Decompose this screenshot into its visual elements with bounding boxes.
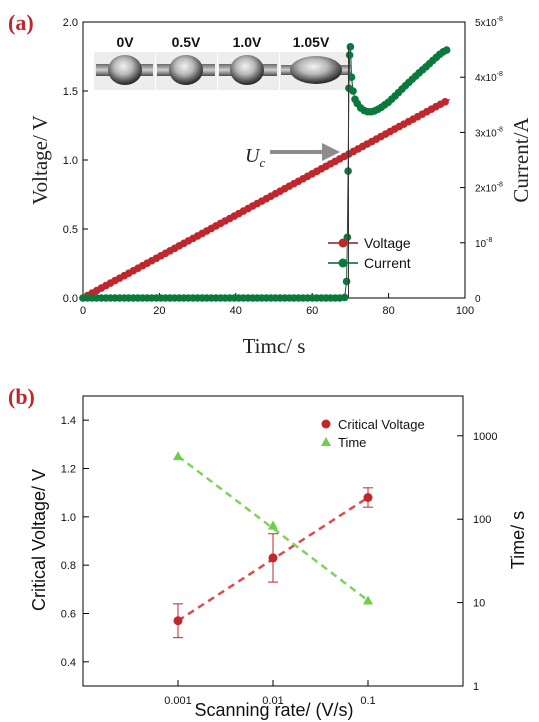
svg-text:Uc: Uc	[245, 145, 265, 170]
x-axis-label-a: Timc/ s	[243, 334, 306, 358]
left-y-axis-b: 0.4 0.6 0.8 1.0 1.2 1.4	[61, 415, 89, 669]
inset-label-0v: 0V	[116, 34, 134, 50]
y2-tick-exponent: -8	[486, 237, 492, 244]
y-tick-label: 1.2	[61, 464, 76, 476]
y-tick-label: 0.0	[63, 293, 78, 305]
y2-tick-label: 10	[473, 598, 485, 610]
panel-a: (a) 0.0 0.5 1.0 1.5 2.0 0 10-8 2x10-8 3x10-8 4x1…	[8, 10, 533, 358]
legend-b: Critical Voltage Time	[321, 417, 425, 450]
current-point	[347, 73, 356, 81]
uc-annotation-subscript: c	[259, 155, 265, 170]
time-point	[268, 520, 278, 530]
uc-annotation-text: U	[245, 145, 261, 167]
legend-marker-critical-voltage	[321, 419, 331, 429]
time-point	[173, 451, 183, 461]
critical-voltage-point	[268, 553, 278, 563]
y-tick-label: 2.0	[63, 17, 78, 29]
uc-annotation: Uc	[245, 143, 340, 170]
x-tick-label: 0.01	[262, 695, 283, 707]
inset-label-0-5v: 0.5V	[172, 34, 201, 50]
x-tick-label: 40	[230, 305, 242, 317]
legend-marker-voltage	[338, 238, 348, 248]
y2-tick-label: 5x10-8	[475, 16, 503, 29]
inset-image-1-0v: 1.0V	[218, 34, 279, 90]
current-point	[346, 43, 355, 51]
legend-label-critical-voltage: Critical Voltage	[338, 417, 425, 432]
current-point	[442, 46, 451, 54]
y2-tick-label: 1	[473, 681, 479, 693]
y2-tick-label: 3x10-8	[475, 126, 503, 139]
y-tick-label: 0.5	[63, 224, 78, 236]
uc-arrow-head	[322, 143, 340, 161]
legend-label-current: Current	[364, 255, 411, 271]
y2-axis-label-b: Time/ s	[508, 511, 528, 569]
panel-b-label: (b)	[8, 384, 35, 409]
inset-label-1-05v: 1.05V	[293, 34, 330, 50]
y2-tick-exponent: -8	[497, 126, 503, 133]
critical-voltage-point	[173, 616, 183, 626]
series-layer-b	[173, 451, 373, 639]
x-axis-b: 0.001 0.01 0.1	[164, 680, 376, 707]
x-tick-label: 20	[153, 305, 165, 317]
legend-marker-current	[338, 258, 348, 268]
panel-a-label: (a)	[8, 10, 34, 35]
current-point	[345, 51, 354, 59]
right-y-axis-a: 0 10-8 2x10-8 3x10-8 4x10-8 5x10-8	[460, 16, 503, 305]
inset-image-1-05v: 1.05V	[280, 34, 352, 90]
inset-label-1-0v: 1.0V	[233, 34, 262, 50]
legend-label-voltage: Voltage	[364, 235, 411, 251]
right-y-axis-b: 1 10 100 1000	[457, 431, 497, 693]
x-tick-label: 60	[306, 305, 318, 317]
current-point	[340, 293, 349, 302]
x-tick-label: 0.1	[360, 695, 375, 707]
y2-tick-label: 100	[473, 514, 491, 526]
voltage-point	[441, 97, 449, 106]
series-layer-a	[79, 43, 451, 302]
inset-image-0-5v: 0.5V	[156, 34, 217, 90]
x-tick-label: 0.001	[164, 695, 192, 707]
y2-axis-label-a: Current/A	[509, 117, 533, 203]
y2-tick-exponent: -8	[497, 71, 503, 78]
legend-label-time: Time	[338, 435, 366, 450]
current-point	[343, 233, 352, 242]
time-trend	[177, 455, 369, 602]
inset-images: 0V 0.5V 1.0V 1.05V	[94, 34, 352, 90]
y-tick-label: 1.4	[61, 415, 76, 427]
y2-tick-label: 0	[475, 294, 481, 305]
left-y-axis-a: 0.0 0.5 1.0 1.5 2.0	[63, 17, 88, 305]
y-axis-label-b: Critical Voltage/ V	[29, 469, 49, 611]
y2-tick-label: 10-8	[475, 237, 492, 250]
time-point	[363, 595, 373, 605]
y-axis-label-a: Voltage/ V	[28, 115, 52, 205]
x-tick-label: 0	[80, 305, 86, 317]
y-tick-label: 0.8	[61, 560, 76, 572]
y-tick-label: 0.4	[61, 657, 76, 669]
y2-tick-label: 4x10-8	[475, 71, 503, 84]
legend-a: Voltage Current	[328, 235, 411, 271]
inset-image-0v: 0V	[94, 34, 155, 90]
y2-tick-exponent: -8	[497, 16, 503, 23]
x-tick-label: 100	[456, 305, 474, 317]
legend-marker-time	[321, 437, 331, 446]
y-tick-label: 1.5	[63, 86, 78, 98]
y2-tick-exponent: -8	[497, 182, 503, 189]
y-tick-label: 1.0	[63, 155, 78, 167]
y-tick-label: 0.6	[61, 609, 76, 621]
critical-voltage-point	[363, 493, 373, 502]
x-tick-label: 80	[382, 305, 394, 317]
current-point	[342, 277, 351, 286]
x-axis-label-b: Scanning rate/ (V/s)	[194, 700, 353, 720]
y-tick-label: 1.0	[61, 512, 76, 524]
y2-tick-label: 2x10-8	[475, 182, 503, 195]
y2-tick-label: 1000	[473, 431, 497, 443]
current-point	[349, 87, 357, 95]
